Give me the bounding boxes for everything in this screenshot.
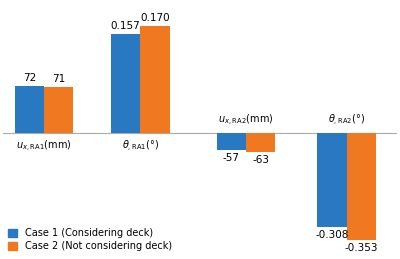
Text: $\theta_{,\mathrm{RA2}}$(°): $\theta_{,\mathrm{RA2}}$(°) <box>328 113 365 128</box>
Bar <box>347 133 376 240</box>
Bar <box>15 86 44 133</box>
Bar <box>140 26 170 133</box>
Legend: Case 1 (Considering deck), Case 2 (Not considering deck): Case 1 (Considering deck), Case 2 (Not c… <box>8 228 172 251</box>
Text: 72: 72 <box>23 73 36 83</box>
Bar <box>44 87 74 133</box>
Bar <box>111 34 140 133</box>
Text: $\theta_{,\mathrm{RA1}}$(°): $\theta_{,\mathrm{RA1}}$(°) <box>122 139 159 154</box>
Bar <box>216 133 246 150</box>
Bar <box>318 133 347 227</box>
Bar <box>246 133 275 152</box>
Text: -57: -57 <box>223 153 240 163</box>
Text: $u_{x,\mathrm{RA1}}$(mm): $u_{x,\mathrm{RA1}}$(mm) <box>16 139 72 154</box>
Text: -0.308: -0.308 <box>316 230 349 240</box>
Text: -0.353: -0.353 <box>345 243 378 253</box>
Text: 0.157: 0.157 <box>111 21 140 31</box>
Text: -63: -63 <box>252 155 269 166</box>
Text: $u_{x,\mathrm{RA2}}$(mm): $u_{x,\mathrm{RA2}}$(mm) <box>218 113 274 128</box>
Text: 71: 71 <box>52 74 65 84</box>
Text: 0.170: 0.170 <box>140 13 170 23</box>
